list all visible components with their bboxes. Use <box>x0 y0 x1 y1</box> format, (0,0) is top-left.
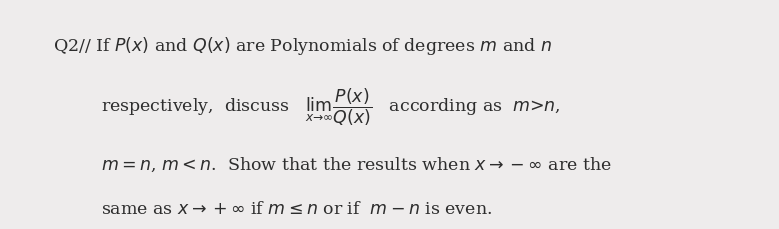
Text: respectively,  discuss   $\lim_{x \to \infty}\dfrac{P(x)}{Q(x)}$   according as : respectively, discuss $\lim_{x \to \inft… <box>101 86 561 127</box>
Text: Q2// If $P(x)$ and $Q(x)$ are Polynomials of degrees $m$ and $n$: Q2// If $P(x)$ and $Q(x)$ are Polynomial… <box>53 35 552 57</box>
Text: same as $x \to +\infty$ if $m \leq n$ or if  $m - n$ is even.: same as $x \to +\infty$ if $m \leq n$ or… <box>101 200 492 217</box>
Text: $m = n$, $m < n$.  Show that the results when $x \to -\infty$ are the: $m = n$, $m < n$. Show that the results … <box>101 155 612 173</box>
